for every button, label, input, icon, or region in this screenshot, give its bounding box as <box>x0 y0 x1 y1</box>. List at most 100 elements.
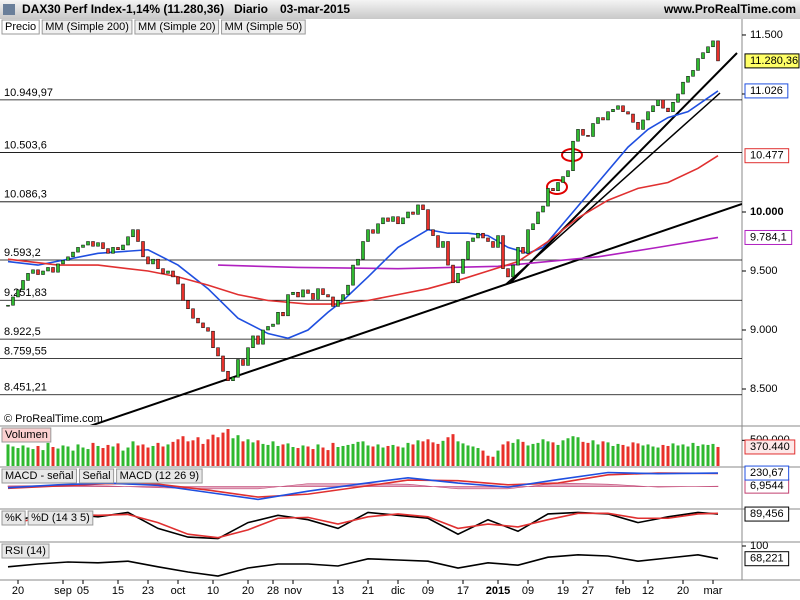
volume-bar <box>456 441 460 466</box>
volume-bar <box>711 443 715 466</box>
volume-bar <box>81 447 85 466</box>
candle <box>566 170 570 177</box>
volume-bar <box>356 441 360 466</box>
volume-bar <box>596 444 600 466</box>
x-tick-label: 23 <box>142 585 154 597</box>
candle <box>361 241 365 260</box>
candle <box>501 235 505 269</box>
candle <box>321 288 325 295</box>
x-tick-label: nov <box>284 585 302 597</box>
candle <box>26 273 30 281</box>
candle <box>686 76 690 83</box>
value-box-label: 9.784,1 <box>750 231 787 243</box>
volume-bar <box>116 443 120 466</box>
trendline <box>504 92 721 286</box>
legend-box <box>1 427 52 443</box>
x-tick-label: 21 <box>362 585 374 597</box>
volume-bar <box>146 447 150 466</box>
x-tick-label: oct <box>171 585 186 597</box>
volume-bar <box>141 444 145 466</box>
candle <box>491 241 495 248</box>
trendline <box>89 203 742 425</box>
candle <box>436 235 440 248</box>
candle <box>431 229 435 236</box>
volume-bar <box>171 441 175 466</box>
candle <box>596 117 600 124</box>
volume-bar <box>366 445 370 466</box>
volume-bar <box>481 450 485 466</box>
volume-bar <box>371 446 375 466</box>
value-box <box>744 148 790 164</box>
candle <box>106 248 110 254</box>
candle <box>101 242 105 249</box>
y-tick-label: 100 <box>750 540 768 552</box>
volume-bar <box>601 441 605 466</box>
volume-bar <box>646 444 650 466</box>
volume-bar <box>511 442 515 466</box>
level-label: 8.759,55 <box>4 345 47 357</box>
candle <box>456 273 460 284</box>
candle <box>311 293 315 300</box>
legend-label: MACD (12 26 9) <box>120 470 199 482</box>
candle <box>336 300 340 307</box>
volume-bar <box>66 446 70 466</box>
site: www.ProRealTime.com <box>663 2 796 16</box>
legend-label: %D (14 3 5) <box>31 512 90 524</box>
series-line <box>217 236 719 270</box>
candle <box>251 335 255 348</box>
legend-label: MACD - señal <box>5 470 73 482</box>
legend-box <box>221 19 306 35</box>
candle <box>516 247 520 266</box>
y-tick-label: 11.500 <box>750 29 783 41</box>
candle <box>586 135 590 137</box>
volume-bar <box>431 442 435 466</box>
candle <box>421 204 425 210</box>
level-label: 9.251,83 <box>4 287 47 299</box>
candle <box>136 229 140 242</box>
volume-bar <box>561 440 565 466</box>
candle <box>411 211 415 215</box>
candle <box>591 123 595 137</box>
volume-bar <box>471 446 475 466</box>
candle <box>406 211 410 219</box>
x-tick-label: 10 <box>207 585 219 597</box>
candle <box>526 229 530 254</box>
volume-bar <box>106 444 110 466</box>
trendlines <box>89 52 742 425</box>
candle <box>521 247 525 254</box>
volume-bar <box>571 436 575 466</box>
candle <box>146 256 150 265</box>
candle <box>126 236 130 246</box>
candle <box>181 283 185 301</box>
value-box-label: 68,221 <box>750 553 784 565</box>
level-label: 10.086,3 <box>4 189 47 201</box>
x-tick-label: 2015 <box>486 585 510 597</box>
volume-bar <box>271 441 275 466</box>
candle <box>246 347 250 366</box>
volume-bar <box>281 444 285 466</box>
candle <box>46 267 50 272</box>
candle <box>131 229 135 238</box>
volume-bar <box>696 445 700 466</box>
candle <box>306 289 310 294</box>
volume-bar <box>641 445 645 466</box>
volume-bar <box>681 444 685 466</box>
volume-bar <box>376 444 380 466</box>
candle <box>611 109 615 112</box>
legend-label: RSI (14) <box>5 545 46 557</box>
volume-bar <box>166 444 170 466</box>
candle <box>296 291 300 298</box>
candle <box>316 288 320 300</box>
volume-bar <box>286 443 290 466</box>
volume-bar <box>341 445 345 466</box>
volume-bar <box>221 432 225 466</box>
volume-bar <box>11 446 15 466</box>
level-label: 8.922,5 <box>4 326 41 338</box>
x-tick-label: 09 <box>422 585 434 597</box>
candle <box>256 335 260 345</box>
volume-bar <box>336 447 340 466</box>
legend-label: %K <box>5 512 23 524</box>
candle <box>141 241 145 258</box>
volume-bar <box>176 439 180 466</box>
candle <box>281 312 285 317</box>
